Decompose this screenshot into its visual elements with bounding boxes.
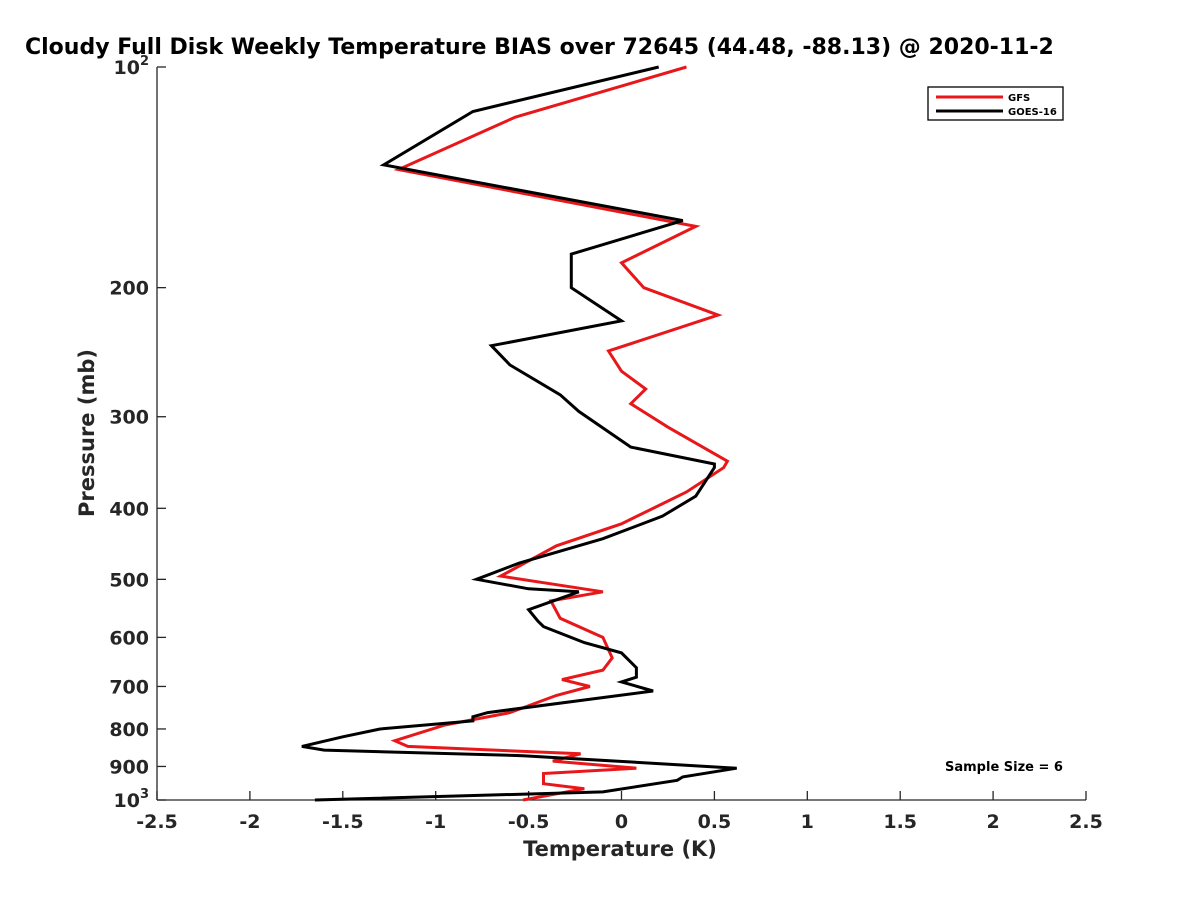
y-axis-label: Pressure (mb) (75, 349, 99, 517)
x-tick-label: -2.5 (136, 811, 178, 833)
y-axis-ticks: 102 200 300 400 500 600 700 800 900 103 (109, 54, 166, 812)
legend-label: GFS (1008, 93, 1030, 104)
y-tick-label: 500 (109, 569, 149, 591)
x-axis-label: Temperature (K) (523, 837, 717, 861)
x-tick-label: -0.5 (508, 811, 550, 833)
legend-box (927, 86, 1064, 121)
series-line-goes-16 (301, 65, 737, 802)
x-tick-label: 2.5 (1069, 811, 1103, 833)
x-tick-label: 1 (801, 811, 814, 833)
x-tick-label: 2 (986, 811, 999, 833)
x-tick-label: -1.5 (322, 811, 364, 833)
series-lines (301, 65, 737, 802)
y-tick-label: 200 (109, 278, 149, 300)
y-tick-label: 700 (109, 676, 149, 698)
x-tick-label: 0 (615, 811, 628, 833)
y-tick-label: 103 (114, 787, 150, 812)
legend-label: GOES-16 (1008, 107, 1057, 118)
axes (156, 67, 1086, 801)
series-line-gfs (390, 65, 730, 802)
x-tick-label: 0.5 (698, 811, 732, 833)
x-tick-label: 1.5 (883, 811, 917, 833)
y-tick-label: 900 (109, 756, 149, 778)
y-tick-label: 300 (109, 407, 149, 429)
x-tick-label: -2 (239, 811, 260, 833)
y-tick-label: 400 (109, 498, 149, 520)
x-tick-label: -1 (425, 811, 446, 833)
y-tick-label: 800 (109, 719, 149, 741)
x-axis-ticks: -2.5 -2 -1.5 -1 -0.5 0 0.5 1 1.5 2 2.5 (136, 791, 1103, 833)
y-tick-label: 102 (114, 54, 150, 79)
chart-title: Cloudy Full Disk Weekly Temperature BIAS… (25, 35, 1054, 60)
sample-size-annotation: Sample Size = 6 (945, 760, 1063, 775)
legend: GFS GOES-16 (927, 86, 1064, 121)
y-tick-label: 600 (109, 627, 149, 649)
